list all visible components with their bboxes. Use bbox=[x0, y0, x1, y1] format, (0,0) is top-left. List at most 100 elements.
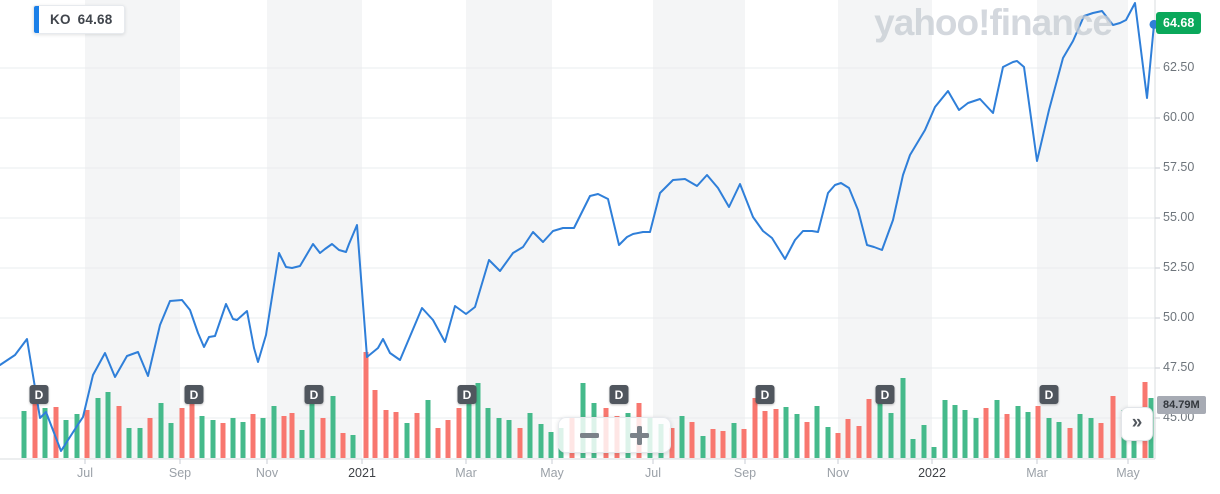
volume-bar bbox=[199, 416, 205, 458]
volume-bar bbox=[158, 403, 164, 458]
volume-bar bbox=[74, 414, 80, 458]
ticker-symbol: KO bbox=[50, 12, 71, 27]
volume-bar bbox=[835, 433, 841, 458]
volume-bar bbox=[942, 400, 948, 458]
volume-bar bbox=[168, 423, 174, 458]
x-axis-label: Mar bbox=[455, 466, 477, 480]
dividend-marker[interactable]: D bbox=[1039, 385, 1059, 404]
volume-bar bbox=[710, 429, 716, 458]
zoom-out-button[interactable] bbox=[573, 421, 607, 449]
dividend-marker[interactable]: D bbox=[184, 385, 204, 404]
background-band bbox=[267, 0, 362, 459]
volume-bar bbox=[309, 394, 315, 458]
zoom-controls bbox=[558, 417, 671, 453]
volume-bar bbox=[95, 398, 101, 458]
volume-bar bbox=[669, 428, 675, 458]
volume-bar bbox=[240, 422, 246, 458]
volume-bar bbox=[856, 426, 862, 458]
background-band bbox=[838, 0, 932, 459]
volume-bar bbox=[32, 403, 38, 458]
volume-bar bbox=[372, 390, 378, 458]
volume-bar bbox=[210, 420, 216, 458]
volume-bar bbox=[320, 418, 326, 458]
volume-bar bbox=[289, 413, 295, 458]
y-axis-label: 57.50 bbox=[1163, 160, 1195, 174]
volume-bar bbox=[84, 410, 90, 458]
dividend-marker[interactable]: D bbox=[29, 385, 49, 404]
y-axis-label: 52.50 bbox=[1163, 260, 1195, 274]
zoom-in-button[interactable] bbox=[622, 421, 656, 449]
volume-bar bbox=[475, 383, 481, 458]
volume-bar bbox=[931, 447, 937, 458]
volume-bar bbox=[220, 423, 226, 458]
volume-bar bbox=[393, 412, 399, 458]
x-axis-label: May bbox=[540, 466, 564, 480]
volume-bar bbox=[179, 408, 185, 458]
volume-bar bbox=[731, 423, 737, 458]
background-band bbox=[466, 0, 552, 459]
expand-navigator-button[interactable]: » bbox=[1121, 407, 1153, 441]
volume-bar bbox=[350, 435, 356, 458]
volume-bar bbox=[466, 403, 472, 458]
volume-bar bbox=[1025, 412, 1031, 458]
ticker-legend[interactable]: KO 64.68 bbox=[33, 5, 126, 34]
volume-bar bbox=[126, 428, 132, 458]
dividend-marker[interactable]: D bbox=[875, 385, 895, 404]
volume-bar bbox=[1077, 414, 1083, 458]
volume-bar bbox=[496, 418, 502, 458]
background-band bbox=[653, 0, 745, 459]
x-axis-label: Nov bbox=[826, 466, 850, 480]
volume-bar bbox=[910, 439, 916, 458]
volume-bar bbox=[363, 352, 369, 458]
volume-bar bbox=[783, 407, 789, 458]
volume-bar bbox=[900, 378, 906, 458]
y-axis-label: 47.50 bbox=[1163, 360, 1195, 374]
volume-bar bbox=[773, 409, 779, 458]
ticker-price: 64.68 bbox=[77, 12, 113, 27]
volume-bar bbox=[994, 400, 1000, 458]
volume-bar bbox=[456, 408, 462, 458]
volume-bar bbox=[137, 428, 143, 458]
volume-bar bbox=[42, 408, 48, 458]
volume-bar bbox=[383, 410, 389, 458]
dividend-marker[interactable]: D bbox=[755, 385, 775, 404]
volume-bar bbox=[517, 428, 523, 458]
volume-badge: 84.79M bbox=[1157, 396, 1206, 414]
volume-bar bbox=[845, 419, 851, 458]
y-axis-label: 55.00 bbox=[1163, 210, 1195, 224]
volume-bar bbox=[21, 411, 27, 458]
volume-bar bbox=[147, 418, 153, 458]
volume-bar bbox=[921, 425, 927, 458]
y-axis-label: 50.00 bbox=[1163, 310, 1195, 324]
volume-bar bbox=[116, 406, 122, 458]
volume-bar bbox=[973, 418, 979, 458]
volume-bar bbox=[1004, 414, 1010, 458]
volume-bar bbox=[63, 420, 69, 458]
dividend-marker[interactable]: D bbox=[609, 385, 629, 404]
dividend-marker[interactable]: D bbox=[304, 385, 324, 404]
volume-bar bbox=[53, 407, 59, 458]
volume-bar bbox=[804, 422, 810, 458]
volume-bar bbox=[105, 392, 111, 458]
volume-bar bbox=[404, 423, 410, 458]
price-line bbox=[0, 2, 1155, 452]
volume-bar bbox=[762, 411, 768, 458]
volume-bar bbox=[538, 424, 544, 458]
x-axis-label: Mar bbox=[1026, 466, 1048, 480]
x-axis-label: Jul bbox=[77, 466, 93, 480]
volume-bar bbox=[527, 413, 533, 458]
volume-bar bbox=[506, 420, 512, 458]
volume-bar bbox=[888, 413, 894, 458]
double-chevron-right-icon: » bbox=[1131, 411, 1143, 433]
dividend-marker[interactable]: D bbox=[457, 385, 477, 404]
volume-bar bbox=[741, 429, 747, 458]
x-axis-label: Jul bbox=[645, 466, 661, 480]
volume-bar bbox=[445, 420, 451, 458]
volume-bar bbox=[485, 408, 491, 458]
volume-bar bbox=[814, 406, 820, 458]
volume-bar bbox=[1046, 418, 1052, 458]
volume-bar bbox=[435, 428, 441, 458]
volume-bar bbox=[1088, 418, 1094, 458]
volume-bar bbox=[330, 396, 336, 458]
